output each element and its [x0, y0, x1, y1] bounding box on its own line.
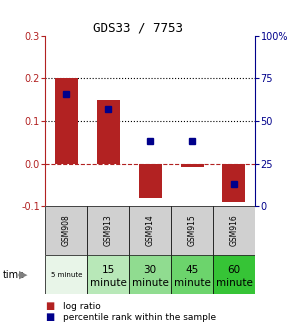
- Bar: [45, 206, 87, 255]
- Bar: [45, 255, 87, 294]
- Bar: [213, 206, 255, 255]
- Text: ■: ■: [45, 301, 55, 311]
- Text: GSM916: GSM916: [229, 215, 239, 247]
- Text: 30: 30: [144, 265, 157, 275]
- Bar: [171, 206, 213, 255]
- Bar: [129, 255, 171, 294]
- Text: 60: 60: [227, 265, 241, 275]
- Text: 5 minute: 5 minute: [51, 272, 82, 278]
- Text: percentile rank within the sample: percentile rank within the sample: [63, 313, 216, 322]
- Text: GSM913: GSM913: [104, 215, 113, 247]
- Bar: [87, 255, 129, 294]
- Text: GSM914: GSM914: [146, 215, 155, 247]
- Bar: [97, 100, 120, 164]
- Text: 15: 15: [102, 265, 115, 275]
- Text: time: time: [3, 270, 25, 280]
- Text: minute: minute: [132, 278, 168, 288]
- Text: ▶: ▶: [19, 270, 28, 280]
- Text: 45: 45: [185, 265, 199, 275]
- Text: log ratio: log ratio: [63, 302, 101, 311]
- Text: GSM908: GSM908: [62, 215, 71, 247]
- Bar: [180, 164, 204, 167]
- Text: GDS33 / 7753: GDS33 / 7753: [93, 21, 183, 34]
- Bar: [222, 164, 246, 202]
- Text: ■: ■: [45, 312, 55, 322]
- Bar: [171, 255, 213, 294]
- Bar: [213, 255, 255, 294]
- Bar: [55, 78, 78, 164]
- Bar: [129, 206, 171, 255]
- Bar: [139, 164, 162, 198]
- Bar: [87, 206, 129, 255]
- Text: minute: minute: [174, 278, 210, 288]
- Text: GSM915: GSM915: [188, 215, 197, 247]
- Text: minute: minute: [216, 278, 252, 288]
- Text: minute: minute: [90, 278, 127, 288]
